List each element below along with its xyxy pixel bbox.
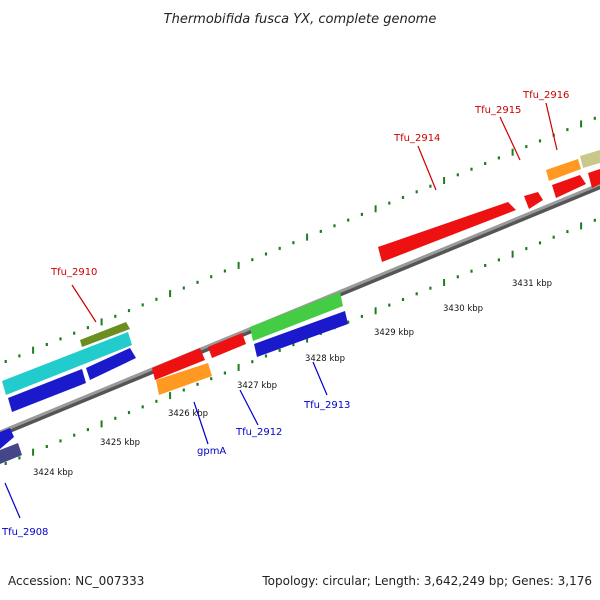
gene-feature[interactable] <box>580 150 600 168</box>
callout-line <box>499 116 521 161</box>
callout-line <box>193 401 209 445</box>
gene-feature[interactable] <box>0 443 22 466</box>
gene-feature[interactable] <box>524 192 543 209</box>
tick-label: 3424 kbp <box>33 468 73 478</box>
gene-label-tfu-2915[interactable]: Tfu_2915 <box>474 105 521 116</box>
gene-label-gpma[interactable]: gpmA <box>197 446 226 457</box>
gene-feature[interactable] <box>86 348 136 380</box>
gene-feature[interactable] <box>156 363 212 395</box>
accession-text: Accession: NC_007333 <box>8 574 144 588</box>
gene-feature[interactable] <box>254 311 348 357</box>
gene-feature[interactable] <box>378 202 516 262</box>
gene-label-tfu-2914[interactable]: Tfu_2914 <box>393 133 440 144</box>
tick-label: 3425 kbp <box>100 438 140 448</box>
callout-line <box>417 145 437 191</box>
tick-label: 3431 kbp <box>512 279 552 289</box>
gene-labels: Tfu_2910 Tfu_2914 Tfu_2915 Tfu_2916 Tfu_… <box>1 90 569 538</box>
callout-line <box>71 284 97 323</box>
callout-line <box>312 361 328 396</box>
tick-label: 3428 kbp <box>305 354 345 364</box>
gene-label-tfu-2912[interactable]: Tfu_2912 <box>235 427 282 438</box>
genome-summary-text: Topology: circular; Length: 3,642,249 bp… <box>261 574 592 588</box>
gene-feature[interactable] <box>2 332 132 395</box>
gene-feature[interactable] <box>588 169 600 188</box>
map-title: Thermobifida fusca YX, complete genome <box>164 12 437 27</box>
callout-line <box>545 102 558 151</box>
callout-lines <box>4 102 558 519</box>
tick-label: 3429 kbp <box>374 328 414 338</box>
gene-label-tfu-2913[interactable]: Tfu_2913 <box>303 400 350 411</box>
tick-tracks <box>4 116 596 465</box>
tick-labels: 3424 kbp 3425 kbp 3426 kbp 3427 kbp 3428… <box>33 279 552 478</box>
callout-line <box>239 389 259 426</box>
gene-features <box>0 150 600 466</box>
gene-label-tfu-2908[interactable]: Tfu_2908 <box>1 527 48 538</box>
gene-feature[interactable] <box>546 159 581 181</box>
gene-feature[interactable] <box>552 175 586 198</box>
gene-feature[interactable] <box>208 333 246 358</box>
gene-feature[interactable] <box>250 292 343 341</box>
gene-label-tfu-2910[interactable]: Tfu_2910 <box>50 267 97 278</box>
gene-feature[interactable] <box>152 348 205 380</box>
tick-label: 3427 kbp <box>237 381 277 391</box>
gene-label-tfu-2916[interactable]: Tfu_2916 <box>522 90 569 101</box>
gene-feature[interactable] <box>80 322 130 347</box>
gene-feature[interactable] <box>8 369 86 412</box>
tick-label: 3426 kbp <box>168 409 208 419</box>
callout-line <box>4 482 21 519</box>
tick-label: 3430 kbp <box>443 304 483 314</box>
gene-feature[interactable] <box>0 428 14 449</box>
